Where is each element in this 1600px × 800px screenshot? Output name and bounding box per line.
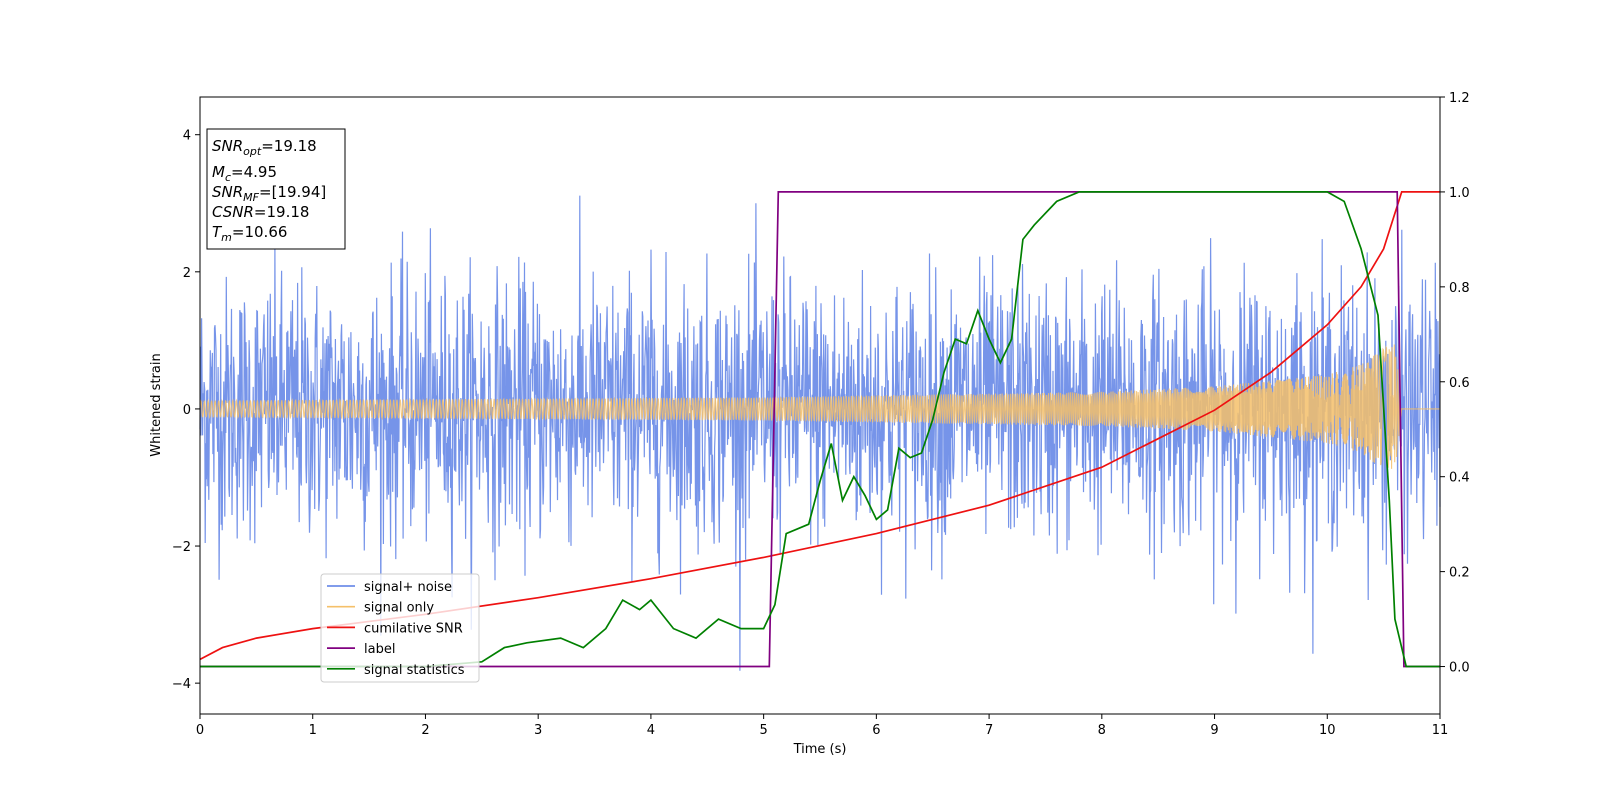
legend-entry: signal+ noise — [364, 580, 452, 595]
annotation-frame — [206, 128, 346, 250]
x-axis-label: Time (s) — [793, 742, 847, 757]
x-tick-label: 6 — [872, 723, 880, 738]
y-tick-label: −4 — [172, 677, 191, 692]
cumulative-snr-line — [199, 191, 1440, 661]
x-tick-label: 10 — [1319, 723, 1336, 738]
annotation-line: CSNR=19.18 — [212, 203, 309, 221]
signal-statistics-line — [200, 191, 1440, 668]
x-tick-label: 7 — [985, 723, 993, 738]
y-axis-right: 0.0 0.2 0.4 0.6 0.8 1.0 1.2 — [1440, 91, 1470, 676]
x-tick-label: 5 — [759, 723, 767, 738]
y2-tick-label: 0.0 — [1449, 661, 1470, 676]
x-tick-label: 4 — [647, 723, 655, 738]
signal-only-line — [199, 344, 1440, 469]
y2-tick-label: 0.2 — [1449, 566, 1470, 581]
y2-tick-label: 0.4 — [1449, 471, 1470, 486]
y-axis-label: Whitened strain — [149, 353, 164, 456]
signal-noise-line — [199, 195, 1441, 671]
x-tick-label: 3 — [534, 723, 542, 738]
plot-frame — [199, 96, 1441, 715]
series-signal-statistics — [200, 191, 1440, 668]
y2-tick-label: 0.8 — [1449, 281, 1470, 296]
legend-frame — [320, 573, 480, 683]
y-tick-label: −2 — [172, 540, 191, 555]
x-tick-label: 2 — [421, 723, 429, 738]
legend-entry: signal only — [364, 601, 434, 616]
series-signal-noise — [199, 195, 1441, 671]
legend-entry: label — [364, 642, 395, 657]
series-cumulative-snr — [199, 191, 1440, 661]
series-signal-only — [199, 344, 1440, 469]
annotation-line: SNRMF=[19.94] — [212, 183, 326, 204]
x-tick-label: 1 — [309, 723, 317, 738]
legend-entry: cumilative SNR — [364, 621, 463, 636]
y-tick-label: 0 — [183, 403, 191, 418]
legend-entry: signal statistics — [364, 663, 465, 678]
annotation-line: SNRopt=19.18 — [212, 137, 317, 158]
y2-tick-label: 1.2 — [1449, 91, 1470, 106]
y-tick-label: 4 — [183, 129, 191, 144]
y-axis-left: −4 −2 0 2 4 — [172, 129, 200, 692]
x-tick-label: 0 — [196, 723, 204, 738]
y2-tick-label: 0.6 — [1449, 376, 1470, 391]
x-tick-label: 8 — [1098, 723, 1106, 738]
metrics-annotation-box: SNRopt=19.18 Mc=4.95SNRMF=[19.94]CSNR=19.… — [206, 128, 346, 250]
x-tick-label: 11 — [1432, 723, 1449, 738]
annotation-line: Tm=10.66 — [212, 223, 287, 244]
x-tick-label: 9 — [1210, 723, 1218, 738]
y2-tick-label: 1.0 — [1449, 186, 1470, 201]
y-tick-label: 2 — [183, 266, 191, 281]
legend: signal+ noise signal only cumilative SNR la… — [320, 573, 480, 683]
x-axis: 0 1 2 3 4 5 6 7 8 9 10 11 — [196, 714, 1448, 738]
annotation-line: Mc=4.95 — [212, 163, 277, 184]
